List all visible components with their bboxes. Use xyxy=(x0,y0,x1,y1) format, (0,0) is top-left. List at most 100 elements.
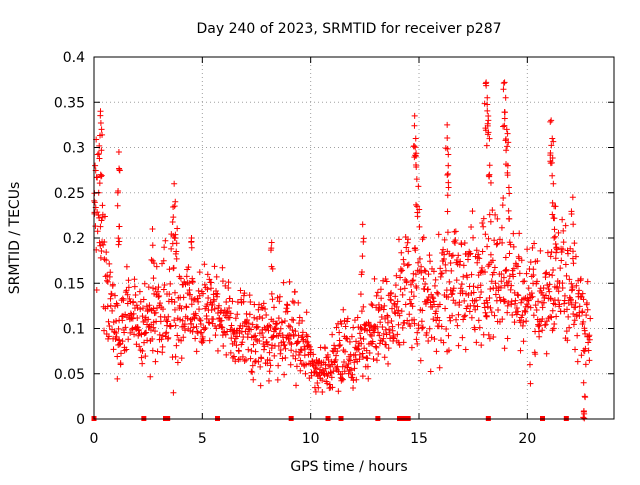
data-point xyxy=(452,228,459,235)
data-point xyxy=(360,303,367,310)
data-point xyxy=(107,269,114,276)
data-point xyxy=(433,289,440,296)
data-point xyxy=(109,307,116,314)
data-point xyxy=(476,294,483,301)
data-point xyxy=(142,353,149,360)
data-point xyxy=(329,384,336,391)
data-point xyxy=(579,308,586,315)
data-point xyxy=(501,79,508,86)
data-point xyxy=(161,244,168,251)
data-point xyxy=(172,353,179,360)
data-point xyxy=(411,320,418,327)
data-point xyxy=(485,235,492,242)
data-point xyxy=(561,300,568,307)
data-point xyxy=(419,325,426,332)
data-point xyxy=(470,283,477,290)
data-point xyxy=(466,308,473,315)
data-point xyxy=(135,332,142,339)
data-point xyxy=(96,155,103,162)
data-point xyxy=(408,300,415,307)
data-point xyxy=(531,240,538,247)
data-point xyxy=(248,368,255,375)
data-point xyxy=(376,332,383,339)
data-point xyxy=(445,151,452,158)
data-point xyxy=(511,319,518,326)
data-point xyxy=(503,126,510,133)
data-point xyxy=(523,318,530,325)
data-point xyxy=(549,172,556,179)
data-point xyxy=(516,230,523,237)
data-point xyxy=(189,278,196,285)
data-point xyxy=(227,310,234,317)
data-point xyxy=(185,264,192,271)
data-point xyxy=(559,285,566,292)
data-point xyxy=(500,80,507,87)
data-point xyxy=(416,255,423,262)
data-point xyxy=(113,329,120,336)
data-point xyxy=(424,297,431,304)
data-point xyxy=(92,162,99,169)
data-point xyxy=(172,250,179,257)
data-point xyxy=(170,389,177,396)
data-point xyxy=(204,301,211,308)
data-point xyxy=(257,363,264,370)
data-point xyxy=(446,278,453,285)
data-point xyxy=(541,322,548,329)
data-point xyxy=(389,327,396,334)
data-point xyxy=(293,382,300,389)
data-point xyxy=(505,215,512,222)
data-point xyxy=(359,221,366,228)
data-point xyxy=(514,291,521,298)
data-point xyxy=(281,341,288,348)
data-point xyxy=(548,117,555,124)
data-point xyxy=(439,270,446,277)
data-point xyxy=(205,295,212,302)
data-point xyxy=(527,259,534,266)
data-point xyxy=(167,280,174,287)
data-point xyxy=(131,276,138,283)
data-point xyxy=(350,385,357,392)
data-point xyxy=(279,355,286,362)
data-point xyxy=(289,327,296,334)
data-point xyxy=(258,355,265,362)
data-point xyxy=(534,258,541,265)
data-point xyxy=(263,311,270,318)
data-point xyxy=(405,236,412,243)
data-point xyxy=(285,322,292,329)
data-point xyxy=(498,224,505,231)
data-point xyxy=(503,147,510,154)
data-point xyxy=(561,292,568,299)
data-point xyxy=(501,115,508,122)
data-point xyxy=(419,324,426,331)
data-point xyxy=(568,280,575,287)
data-point xyxy=(470,234,477,241)
data-point xyxy=(458,281,465,288)
data-point xyxy=(97,254,104,261)
data-point xyxy=(398,308,405,315)
data-point xyxy=(271,325,278,332)
data-point xyxy=(250,341,257,348)
data-point xyxy=(346,338,353,345)
data-point xyxy=(180,294,187,301)
data-point xyxy=(98,248,105,255)
data-point xyxy=(444,121,451,128)
data-point xyxy=(336,342,343,349)
data-point xyxy=(412,135,419,142)
data-points xyxy=(91,79,594,422)
data-point xyxy=(560,227,567,234)
data-point xyxy=(172,231,179,238)
data-point xyxy=(377,286,384,293)
data-point xyxy=(486,135,493,142)
data-point xyxy=(119,338,126,345)
data-point xyxy=(425,337,432,344)
data-point xyxy=(460,316,467,323)
data-point xyxy=(420,275,427,282)
data-point xyxy=(126,295,133,302)
data-point xyxy=(440,246,447,253)
data-point xyxy=(576,313,583,320)
data-point xyxy=(200,337,207,344)
data-point xyxy=(102,273,109,280)
data-point xyxy=(486,162,493,169)
data-point xyxy=(501,122,508,129)
